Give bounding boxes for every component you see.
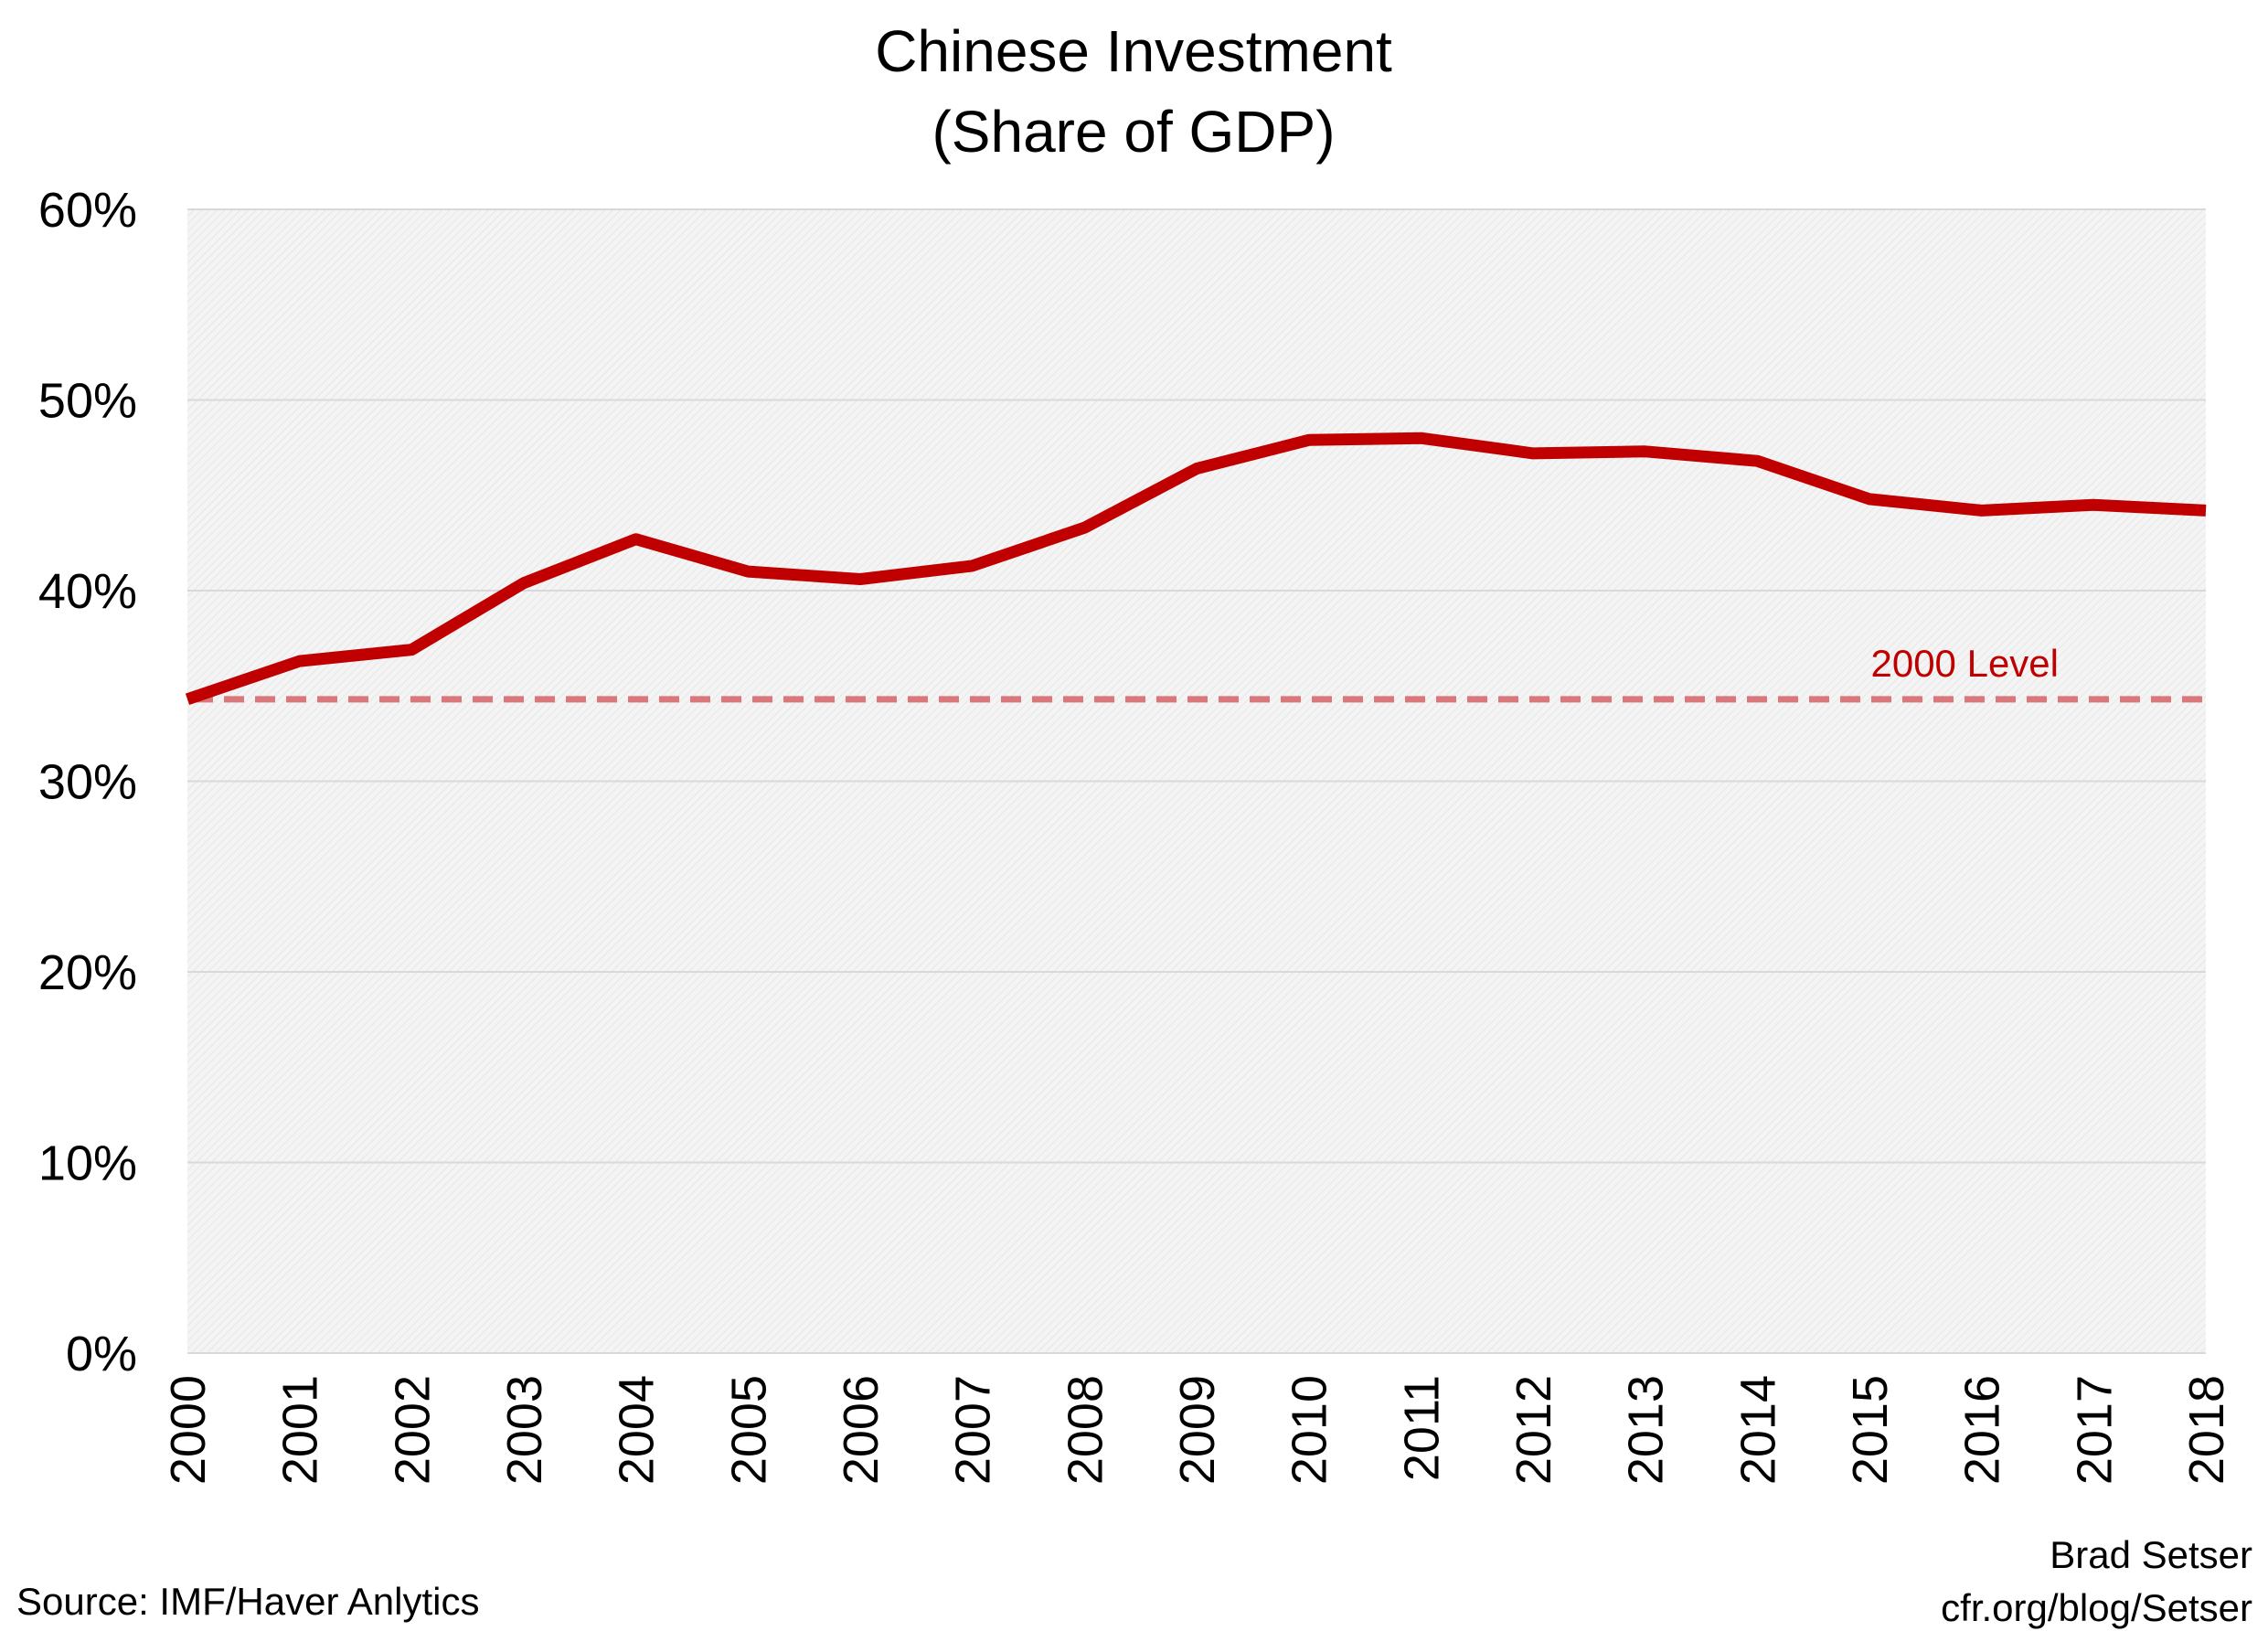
y-tick-label: 10% xyxy=(38,1136,137,1191)
x-tick-label: 2008 xyxy=(1058,1375,1113,1485)
y-tick-label: 30% xyxy=(38,755,137,810)
x-tick-label: 2014 xyxy=(1730,1375,1785,1485)
x-tick-label: 2001 xyxy=(273,1375,328,1485)
x-tick-label: 2015 xyxy=(1843,1375,1898,1485)
reference-line-label: 2000 Level xyxy=(1870,642,2059,685)
y-tick-label: 60% xyxy=(38,183,137,238)
x-tick-label: 2004 xyxy=(610,1375,665,1485)
chart-title-line-1: Chinese Investment xyxy=(875,18,1392,84)
source-note: Source: IMF/Haver Anlytics xyxy=(16,1580,479,1623)
author-url: cfr.org/blog/Setser xyxy=(1941,1586,2252,1629)
x-tick-label: 2010 xyxy=(1283,1375,1337,1485)
x-tick-label: 2011 xyxy=(1394,1375,1449,1481)
y-axis: 0% 10% 20% 30% 40% 50% 60% xyxy=(38,183,137,1381)
x-tick-label: 2003 xyxy=(497,1375,552,1485)
author-name: Brad Setser xyxy=(2050,1533,2252,1576)
x-tick-label: 2018 xyxy=(2179,1375,2234,1485)
series-line-investment xyxy=(185,432,2207,705)
x-tick-label: 2012 xyxy=(1507,1375,1561,1485)
x-tick-label: 2006 xyxy=(834,1375,889,1485)
y-tick-label: 20% xyxy=(38,945,137,1000)
y-tick-label: 50% xyxy=(38,374,137,429)
chart-title-line-2: (Share of GDP) xyxy=(932,99,1335,165)
x-axis: 2000 2001 2002 2003 2004 2005 2006 2007 2008 2009… xyxy=(161,1375,2234,1485)
x-tick-label: 2016 xyxy=(1955,1375,2010,1485)
y-tick-label: 0% xyxy=(66,1327,137,1381)
x-tick-label: 2009 xyxy=(1170,1375,1225,1485)
x-tick-label: 2013 xyxy=(1619,1375,1674,1485)
x-tick-label: 2000 xyxy=(161,1375,216,1485)
y-tick-label: 40% xyxy=(38,564,137,619)
x-tick-label: 2017 xyxy=(2067,1375,2122,1485)
gridlines xyxy=(187,208,2206,1354)
x-tick-label: 2005 xyxy=(721,1375,776,1485)
x-tick-label: 2002 xyxy=(385,1375,440,1485)
x-tick-label: 2007 xyxy=(946,1375,1001,1485)
